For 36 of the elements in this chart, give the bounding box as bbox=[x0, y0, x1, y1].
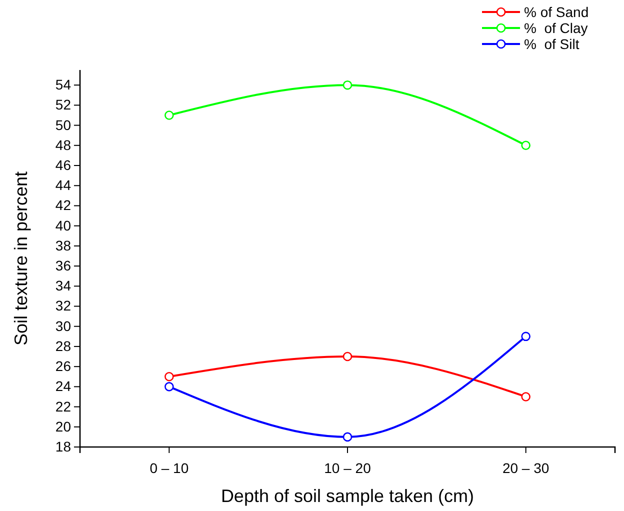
legend-label: % of Sand bbox=[524, 4, 589, 20]
legend-label: % of Silt bbox=[524, 36, 580, 52]
y-axis-title: Soil texture in percent bbox=[11, 171, 31, 346]
point bbox=[521, 392, 530, 402]
y-tick-label: 54 bbox=[55, 76, 72, 93]
y-tick-label: 22 bbox=[55, 398, 72, 414]
y-tick-label: 50 bbox=[55, 116, 72, 133]
y-tick-label: 30 bbox=[55, 318, 72, 334]
y-tick-label: 38 bbox=[55, 237, 72, 254]
point bbox=[342, 432, 352, 442]
point bbox=[164, 382, 174, 392]
point bbox=[521, 332, 530, 342]
y-tick-label: 42 bbox=[55, 197, 72, 214]
y-tick-label: 40 bbox=[55, 217, 72, 234]
y-tick-label: 26 bbox=[55, 358, 72, 374]
point bbox=[164, 110, 174, 120]
point bbox=[164, 372, 174, 382]
y-tick-label: 24 bbox=[55, 378, 72, 394]
x-axis-title: Depth of soil sample taken (cm) bbox=[220, 486, 474, 506]
y-tick-label: 46 bbox=[55, 156, 72, 173]
y-tick-label: 32 bbox=[55, 298, 72, 314]
x-tick-label: 20 – 30 bbox=[502, 460, 550, 476]
y-tick-label: 28 bbox=[55, 338, 72, 354]
y-tick-label: 48 bbox=[55, 136, 72, 153]
legend-label: % of Clay bbox=[524, 20, 588, 36]
point bbox=[342, 80, 352, 90]
y-tick-label: 44 bbox=[55, 177, 72, 194]
point bbox=[342, 352, 352, 362]
x-tick-label: 10 – 20 bbox=[324, 460, 372, 476]
x-tick-label: 0 – 10 bbox=[150, 460, 189, 476]
y-tick-label: 34 bbox=[55, 278, 72, 294]
y-tick-label: 18 bbox=[55, 438, 72, 454]
y-tick-label: 36 bbox=[55, 258, 72, 274]
y-tick-label: 52 bbox=[55, 96, 72, 113]
point bbox=[521, 140, 530, 150]
y-tick-label: 20 bbox=[55, 418, 72, 434]
